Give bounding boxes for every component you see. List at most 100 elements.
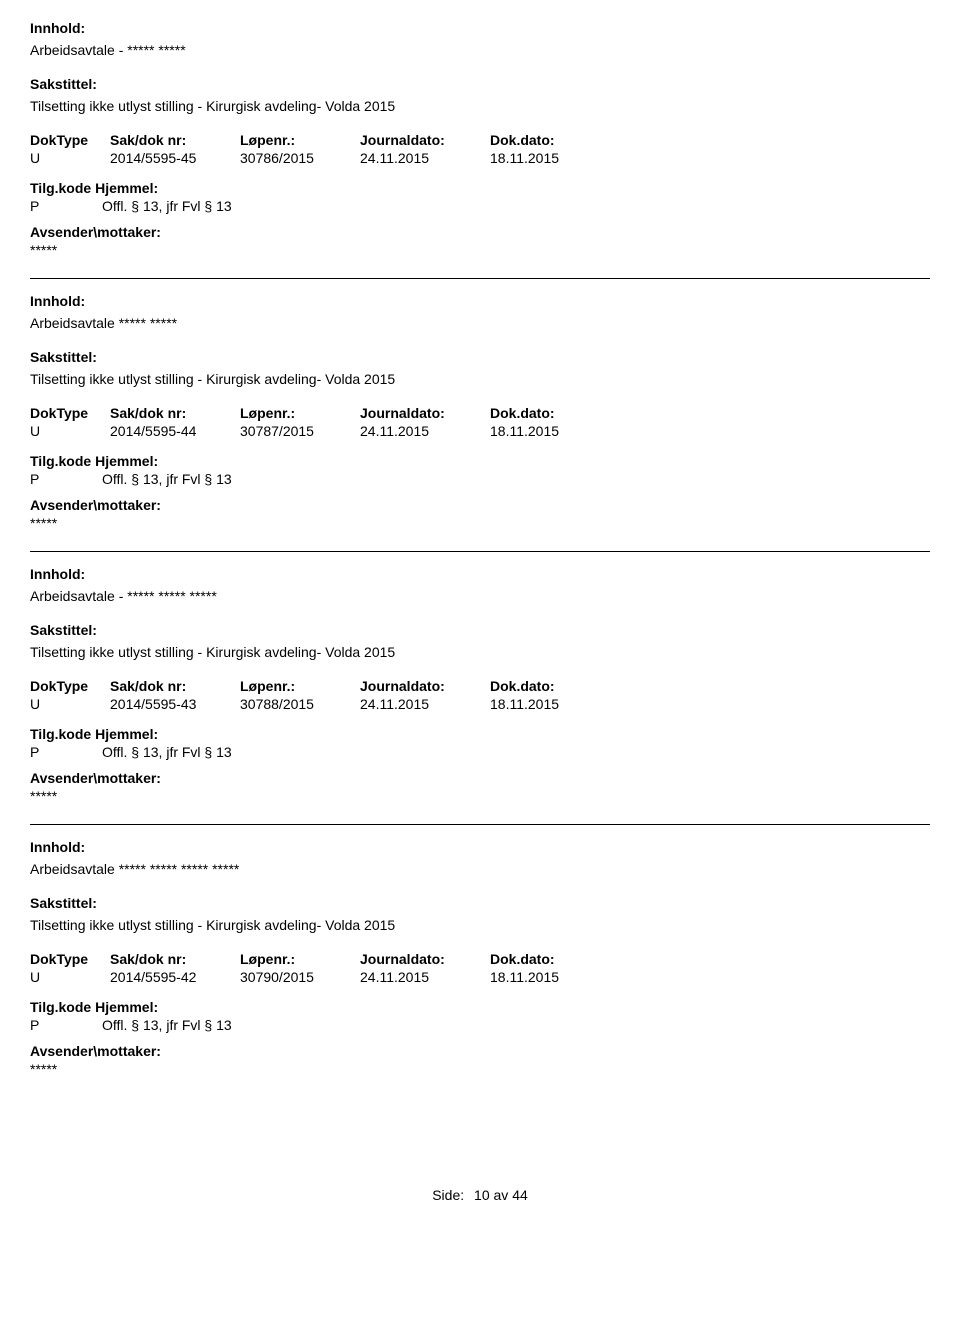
tilgkode-label: Tilg.kode — [30, 180, 91, 196]
value-doktype: U — [30, 969, 110, 985]
footer-av: av — [494, 1187, 509, 1203]
value-doktype: U — [30, 150, 110, 166]
sakstittel-label: Sakstittel: — [30, 76, 930, 92]
hjemmel-value: Offl. § 13, jfr Fvl § 13 — [102, 471, 232, 487]
innhold-label: Innhold: — [30, 839, 930, 855]
table-data-row: U 2014/5595-42 30790/2015 24.11.2015 18.… — [30, 969, 930, 985]
value-sakdok: 2014/5595-45 — [110, 150, 240, 166]
avsender-label: Avsender\mottaker: — [30, 770, 930, 786]
journal-entry: Innhold: Arbeidsavtale - ***** ***** ***… — [30, 566, 930, 804]
tilgkode-label: Tilg.kode — [30, 453, 91, 469]
header-dokdato: Dok.dato: — [490, 678, 620, 694]
value-journaldato: 24.11.2015 — [360, 150, 490, 166]
page-footer: Side: 10 av 44 — [30, 1187, 930, 1203]
table-header-row: DokType Sak/dok nr: Løpenr.: Journaldato… — [30, 678, 930, 694]
value-journaldato: 24.11.2015 — [360, 696, 490, 712]
value-journaldato: 24.11.2015 — [360, 423, 490, 439]
header-sakdok: Sak/dok nr: — [110, 678, 240, 694]
table-data-row: U 2014/5595-45 30786/2015 24.11.2015 18.… — [30, 150, 930, 166]
innhold-label: Innhold: — [30, 20, 930, 36]
journal-entry: Innhold: Arbeidsavtale - ***** ***** Sak… — [30, 20, 930, 258]
entry-divider — [30, 278, 930, 279]
table-data-row: U 2014/5595-43 30788/2015 24.11.2015 18.… — [30, 696, 930, 712]
hjemmel-label: Hjemmel: — [95, 726, 158, 742]
avsender-value: ***** — [30, 515, 930, 531]
tilgcode-value: P — [30, 1017, 102, 1033]
header-journaldato: Journaldato: — [360, 405, 490, 421]
header-journaldato: Journaldato: — [360, 951, 490, 967]
tilg-header-row: Tilg.kode Hjemmel: — [30, 180, 930, 196]
sakstittel-value: Tilsetting ikke utlyst stilling - Kirurg… — [30, 98, 930, 114]
header-lopenr: Løpenr.: — [240, 951, 360, 967]
value-doktype: U — [30, 696, 110, 712]
footer-total: 44 — [512, 1187, 528, 1203]
table-header-row: DokType Sak/dok nr: Løpenr.: Journaldato… — [30, 132, 930, 148]
header-dokdato: Dok.dato: — [490, 951, 620, 967]
value-dokdato: 18.11.2015 — [490, 423, 620, 439]
header-doktype: DokType — [30, 951, 110, 967]
header-lopenr: Løpenr.: — [240, 132, 360, 148]
tilg-value-row: P Offl. § 13, jfr Fvl § 13 — [30, 198, 930, 214]
tilgcode-value: P — [30, 744, 102, 760]
hjemmel-value: Offl. § 13, jfr Fvl § 13 — [102, 198, 232, 214]
tilg-value-row: P Offl. § 13, jfr Fvl § 13 — [30, 471, 930, 487]
header-lopenr: Løpenr.: — [240, 678, 360, 694]
footer-current: 10 — [474, 1187, 490, 1203]
tilg-value-row: P Offl. § 13, jfr Fvl § 13 — [30, 744, 930, 760]
avsender-label: Avsender\mottaker: — [30, 224, 930, 240]
footer-side-label: Side: — [432, 1187, 464, 1203]
value-sakdok: 2014/5595-42 — [110, 969, 240, 985]
value-dokdato: 18.11.2015 — [490, 969, 620, 985]
innhold-value: Arbeidsavtale ***** ***** ***** ***** — [30, 861, 930, 877]
innhold-label: Innhold: — [30, 293, 930, 309]
header-sakdok: Sak/dok nr: — [110, 132, 240, 148]
header-dokdato: Dok.dato: — [490, 405, 620, 421]
tilgkode-label: Tilg.kode — [30, 999, 91, 1015]
header-doktype: DokType — [30, 678, 110, 694]
value-dokdato: 18.11.2015 — [490, 696, 620, 712]
tilg-header-row: Tilg.kode Hjemmel: — [30, 453, 930, 469]
sakstittel-label: Sakstittel: — [30, 349, 930, 365]
header-doktype: DokType — [30, 405, 110, 421]
entry-divider — [30, 824, 930, 825]
innhold-value: Arbeidsavtale - ***** ***** — [30, 42, 930, 58]
hjemmel-label: Hjemmel: — [95, 180, 158, 196]
hjemmel-label: Hjemmel: — [95, 453, 158, 469]
value-sakdok: 2014/5595-43 — [110, 696, 240, 712]
header-sakdok: Sak/dok nr: — [110, 405, 240, 421]
tilg-header-row: Tilg.kode Hjemmel: — [30, 726, 930, 742]
avsender-value: ***** — [30, 788, 930, 804]
tilgcode-value: P — [30, 198, 102, 214]
hjemmel-value: Offl. § 13, jfr Fvl § 13 — [102, 744, 232, 760]
sakstittel-value: Tilsetting ikke utlyst stilling - Kirurg… — [30, 371, 930, 387]
avsender-value: ***** — [30, 1061, 930, 1077]
hjemmel-value: Offl. § 13, jfr Fvl § 13 — [102, 1017, 232, 1033]
value-sakdok: 2014/5595-44 — [110, 423, 240, 439]
hjemmel-label: Hjemmel: — [95, 999, 158, 1015]
table-header-row: DokType Sak/dok nr: Løpenr.: Journaldato… — [30, 405, 930, 421]
avsender-value: ***** — [30, 242, 930, 258]
table-header-row: DokType Sak/dok nr: Løpenr.: Journaldato… — [30, 951, 930, 967]
tilgcode-value: P — [30, 471, 102, 487]
avsender-label: Avsender\mottaker: — [30, 497, 930, 513]
value-lopenr: 30790/2015 — [240, 969, 360, 985]
sakstittel-label: Sakstittel: — [30, 622, 930, 638]
avsender-label: Avsender\mottaker: — [30, 1043, 930, 1059]
value-lopenr: 30788/2015 — [240, 696, 360, 712]
value-journaldato: 24.11.2015 — [360, 969, 490, 985]
sakstittel-value: Tilsetting ikke utlyst stilling - Kirurg… — [30, 644, 930, 660]
value-lopenr: 30787/2015 — [240, 423, 360, 439]
header-dokdato: Dok.dato: — [490, 132, 620, 148]
table-data-row: U 2014/5595-44 30787/2015 24.11.2015 18.… — [30, 423, 930, 439]
tilgkode-label: Tilg.kode — [30, 726, 91, 742]
journal-entry: Innhold: Arbeidsavtale ***** ***** Sakst… — [30, 293, 930, 531]
header-journaldato: Journaldato: — [360, 678, 490, 694]
innhold-value: Arbeidsavtale ***** ***** — [30, 315, 930, 331]
innhold-value: Arbeidsavtale - ***** ***** ***** — [30, 588, 930, 604]
value-dokdato: 18.11.2015 — [490, 150, 620, 166]
header-doktype: DokType — [30, 132, 110, 148]
tilg-value-row: P Offl. § 13, jfr Fvl § 13 — [30, 1017, 930, 1033]
tilg-header-row: Tilg.kode Hjemmel: — [30, 999, 930, 1015]
sakstittel-value: Tilsetting ikke utlyst stilling - Kirurg… — [30, 917, 930, 933]
header-lopenr: Løpenr.: — [240, 405, 360, 421]
